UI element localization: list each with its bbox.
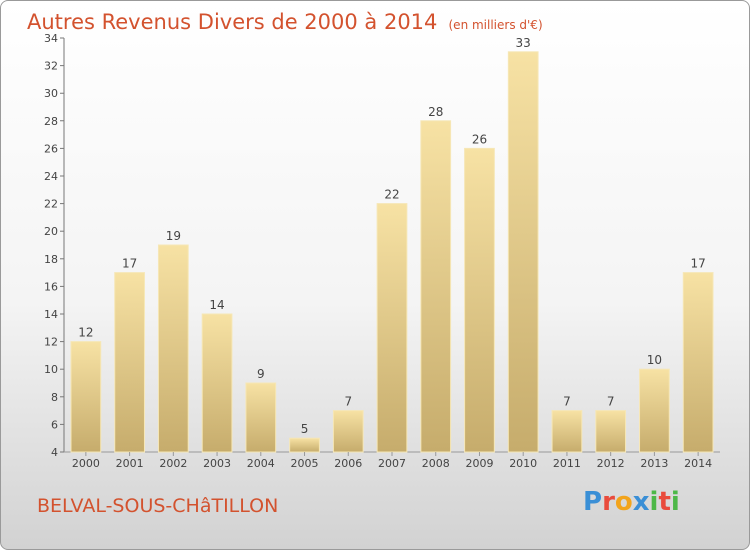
bar-value-label: 33: [516, 36, 531, 50]
y-tick-label: 22: [44, 198, 58, 211]
x-tick-label: 2002: [159, 457, 187, 470]
bar-value-label: 7: [607, 395, 615, 409]
y-tick-label: 12: [44, 336, 58, 349]
y-tick-label: 10: [44, 363, 58, 376]
x-tick-label: 2010: [509, 457, 537, 470]
y-tick-label: 32: [44, 60, 58, 73]
bar: [551, 410, 583, 453]
bar: [420, 120, 452, 453]
bar: [332, 410, 364, 453]
y-tick-label: 34: [44, 32, 58, 45]
bar-value-label: 9: [257, 367, 265, 381]
chart-title-main: Autres Revenus Divers de 2000 à 2014: [27, 10, 438, 34]
bar-value-label: 28: [428, 105, 443, 119]
chart-title-unit: (en milliers d'€): [448, 18, 543, 32]
y-tick-label: 14: [44, 308, 58, 321]
logo-letter: i: [649, 487, 659, 517]
y-tick-label: 16: [44, 280, 58, 293]
y-tick-label: 8: [51, 391, 58, 404]
x-tick-label: 2003: [203, 457, 231, 470]
y-tick-label: 24: [44, 170, 58, 183]
y-tick-label: 4: [51, 446, 58, 459]
y-tick-label: 26: [44, 142, 58, 155]
bar: [682, 272, 714, 453]
y-tick-label: 6: [51, 418, 58, 431]
x-tick-label: 2004: [247, 457, 275, 470]
bar-value-label: 12: [78, 326, 93, 340]
bar: [289, 437, 320, 453]
y-tick-label: 28: [44, 115, 58, 128]
x-tick-label: 2014: [684, 457, 712, 470]
x-tick-label: 2000: [72, 457, 100, 470]
bar: [464, 147, 495, 453]
bar: [70, 341, 102, 453]
bar-value-label: 7: [344, 395, 352, 409]
x-tick-label: 2007: [378, 457, 406, 470]
bar-value-label: 26: [472, 132, 487, 146]
x-tick-label: 2013: [640, 457, 668, 470]
bar-value-label: 17: [690, 257, 705, 271]
x-tick-label: 2005: [291, 457, 319, 470]
logo-letter: x: [632, 487, 650, 517]
x-tick-label: 2008: [422, 457, 450, 470]
bar: [245, 382, 277, 453]
y-tick-label: 30: [44, 87, 58, 100]
proxiti-logo[interactable]: Proxiti: [583, 487, 680, 517]
bar-value-label: 14: [209, 298, 224, 312]
bar-value-label: 22: [384, 188, 399, 202]
logo-letter: i: [670, 487, 680, 517]
bar: [201, 313, 233, 453]
bar: [639, 368, 670, 453]
x-tick-label: 2011: [553, 457, 581, 470]
logo-letter: t: [658, 487, 671, 517]
x-tick-label: 2006: [334, 457, 362, 470]
bar: [376, 203, 408, 453]
bar-value-label: 17: [122, 257, 137, 271]
bar-value-label: 5: [301, 422, 309, 436]
bar: [507, 51, 539, 453]
bar: [595, 410, 627, 453]
logo-letter: P: [583, 487, 603, 517]
chart-title: Autres Revenus Divers de 2000 à 2014 (en…: [27, 10, 543, 34]
x-tick-label: 2012: [597, 457, 625, 470]
x-tick-label: 2001: [116, 457, 144, 470]
bar: [114, 272, 145, 453]
bar-value-label: 10: [647, 353, 662, 367]
location-name: BELVAL-SOUS-CHâTILLON: [37, 495, 279, 517]
bar-value-label: 7: [563, 395, 571, 409]
y-tick-label: 18: [44, 253, 58, 266]
x-tick-label: 2009: [465, 457, 493, 470]
y-tick-label: 20: [44, 225, 58, 238]
bar-value-label: 19: [166, 229, 181, 243]
bar: [157, 244, 189, 453]
logo-letter: r: [602, 487, 615, 517]
logo-letter: o: [614, 487, 633, 517]
